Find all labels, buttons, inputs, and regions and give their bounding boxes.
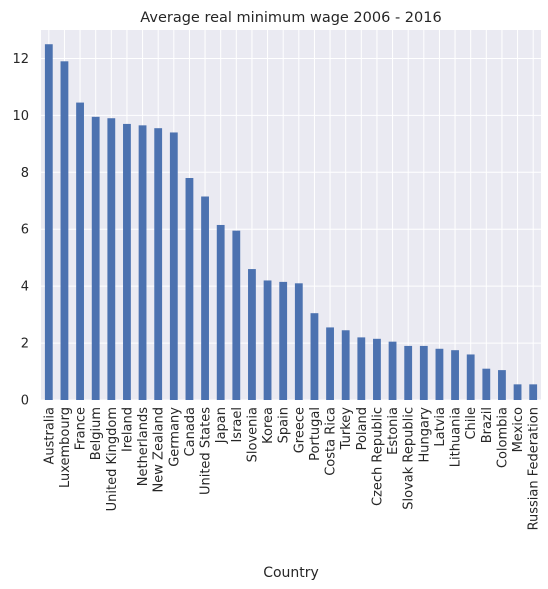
- bar: [248, 269, 256, 400]
- bar: [216, 224, 225, 400]
- bar: [451, 350, 459, 400]
- bar: [326, 327, 334, 400]
- bar: [388, 341, 397, 400]
- x-tick-label: Colombia: [495, 407, 510, 468]
- x-tick-label: Korea: [261, 407, 276, 444]
- x-tick-label: Hungary: [417, 407, 432, 463]
- x-tick-label: Canada: [183, 407, 198, 456]
- x-tick-label: Germany: [167, 407, 182, 467]
- bars: [44, 44, 538, 401]
- x-tick-label: Russian Federation: [527, 407, 542, 530]
- x-tick-label: Turkey: [339, 407, 354, 451]
- bar: [498, 370, 506, 400]
- chart-title: Average real minimum wage 2006 - 2016: [140, 10, 441, 26]
- x-tick-label: France: [74, 407, 89, 450]
- bar: [60, 61, 69, 401]
- x-tick-label: New Zealand: [152, 407, 167, 492]
- bar: [138, 125, 147, 400]
- bar: [169, 132, 178, 400]
- x-tick-label: Mexico: [511, 407, 526, 452]
- bar: [419, 345, 428, 400]
- y-tick-label: 12: [12, 52, 29, 67]
- x-tick-label: Australia: [42, 407, 57, 465]
- bar: [513, 384, 522, 400]
- plot-background: [41, 30, 541, 400]
- x-tick-label: Slovak Republic: [402, 407, 417, 510]
- x-tick-label: Belgium: [89, 407, 104, 460]
- x-tick-label: Greece: [292, 407, 307, 453]
- x-tick-label: Czech Republic: [370, 407, 385, 506]
- bar: [341, 330, 350, 400]
- x-tick-label: Netherlands: [136, 407, 151, 486]
- x-tick-label: Portugal: [308, 407, 323, 461]
- bar: [91, 116, 100, 401]
- bar: [154, 128, 163, 400]
- y-tick-label: 8: [21, 166, 29, 181]
- y-tick-label: 0: [21, 394, 29, 409]
- x-tick-label: Ireland: [120, 407, 135, 452]
- y-tick-label: 10: [12, 109, 29, 124]
- x-tick-label: Israel: [230, 407, 245, 443]
- bar: [373, 338, 381, 400]
- y-tick-label: 4: [21, 280, 29, 295]
- y-tick-labels: 0 2 4 6 8 10 12: [12, 52, 29, 409]
- bar: [279, 281, 288, 400]
- x-axis-label: Country: [263, 565, 319, 581]
- y-tick-label: 2: [21, 337, 29, 352]
- x-tick-label: United States: [199, 407, 214, 495]
- bar: [294, 283, 303, 400]
- bar: [529, 384, 538, 400]
- x-tick-label: Latvia: [433, 407, 448, 447]
- x-tick-label: Costa Rica: [324, 407, 339, 476]
- bar: [201, 196, 209, 400]
- bar: [310, 313, 319, 400]
- bar: [466, 354, 475, 400]
- bar: [404, 345, 413, 400]
- bar: [482, 368, 491, 400]
- bar: [357, 337, 366, 400]
- bar: [107, 118, 116, 400]
- x-tick-label: Slovenia: [245, 407, 260, 462]
- x-tick-labels: Australia Luxembourg France Belgium United K…: [42, 407, 541, 531]
- x-tick-label: Poland: [355, 407, 370, 450]
- bar: [263, 280, 272, 400]
- x-tick-label: Lithuania: [449, 407, 464, 467]
- x-tick-label: United Kingdom: [105, 407, 120, 511]
- bar: [44, 44, 53, 400]
- bar: [76, 102, 84, 401]
- bar: [185, 178, 194, 400]
- x-tick-label: Estonia: [386, 407, 401, 455]
- x-tick-label: Japan: [214, 407, 229, 444]
- x-tick-label: Luxembourg: [58, 407, 73, 488]
- bar: [123, 123, 131, 400]
- bar: [232, 230, 241, 400]
- x-tick-label: Spain: [277, 407, 292, 443]
- bar: [435, 348, 444, 400]
- y-tick-label: 6: [21, 223, 29, 238]
- x-tick-label: Chile: [464, 407, 479, 440]
- x-tick-label: Brazil: [480, 407, 495, 443]
